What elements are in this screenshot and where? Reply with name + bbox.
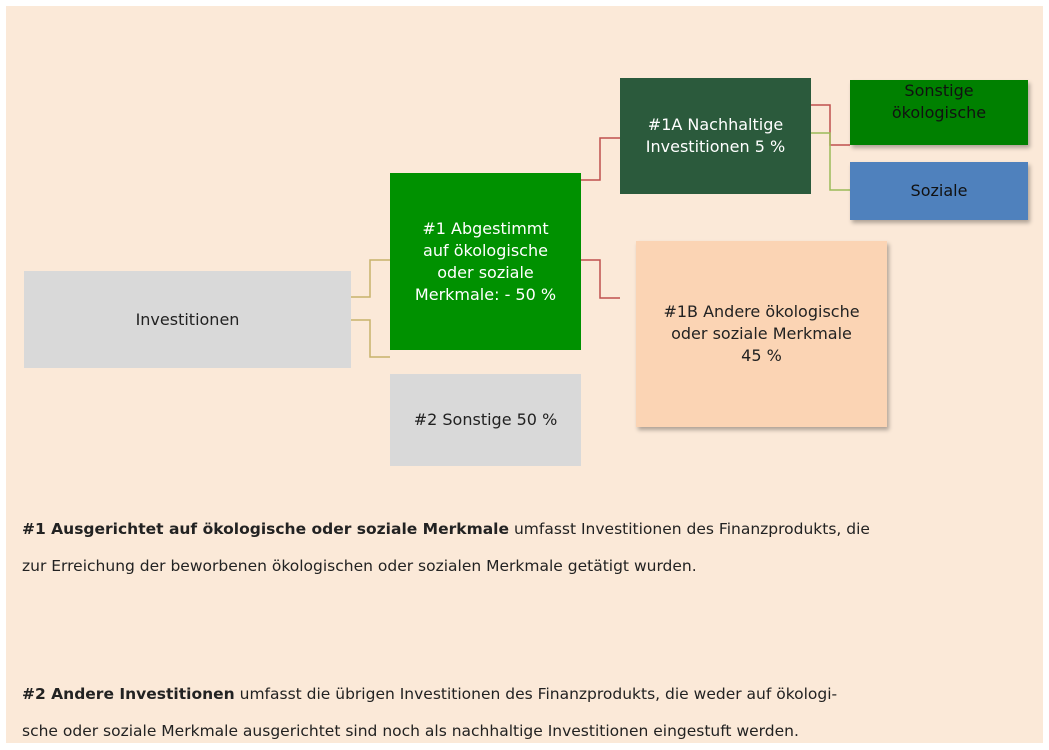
connector xyxy=(581,137,620,181)
paragraph-text: sche oder soziale Merkmale ausgerichtet … xyxy=(22,722,799,740)
paragraph-bold: #2 Andere Investitionen xyxy=(22,685,235,703)
node-soziale: Soziale xyxy=(850,162,1028,220)
connector xyxy=(351,319,390,358)
node-label: #1A Nachhaltige xyxy=(647,115,784,134)
paragraph: #1 Ausgerichtet auf ökologische oder soz… xyxy=(22,511,1032,585)
paragraph-line: #1 Ausgerichtet auf ökologische oder soz… xyxy=(22,511,1032,548)
connector xyxy=(581,259,620,299)
node-oekologisch: Sonstige ökologische xyxy=(850,80,1028,145)
connector xyxy=(811,104,850,146)
connector xyxy=(811,132,850,191)
node-andere: #1B Andere ökologische oder soziale Merkm… xyxy=(636,241,887,427)
node-abgestimmt: #1 Abgestimmt auf ökologische oder soziale… xyxy=(390,173,581,350)
node-label: Investitionen xyxy=(135,309,240,329)
paragraph-bold: #1 Ausgerichtet auf ökologische oder soz… xyxy=(22,520,510,538)
node-label: #2 Sonstige 50 % xyxy=(413,410,558,429)
paragraph-line: zur Erreichung der beworbenen ökologisch… xyxy=(22,548,1032,585)
diagram: Investitionen #1 Abgestimmt auf ökologisch… xyxy=(6,6,1043,743)
node-label: Soziale xyxy=(910,181,968,200)
node-label: oder soziale xyxy=(437,262,534,282)
node-label: #1 Abgestimmt xyxy=(422,218,549,238)
paragraph-line: sche oder soziale Merkmale ausgerichtet … xyxy=(22,713,1032,750)
node-investitionen: Investitionen xyxy=(24,271,351,368)
node-nachhaltige: #1A Nachhaltige Investitionen 5 % xyxy=(620,78,811,194)
connector xyxy=(351,259,390,298)
node-label: Sonstige xyxy=(904,81,974,100)
node-label: ökologische xyxy=(891,103,987,122)
node-label: oder soziale Merkmale xyxy=(671,324,852,343)
node-sonstige: #2 Sonstige 50 % xyxy=(390,374,581,466)
paragraph-text: umfasst Investitionen des Finanzprodukts… xyxy=(513,520,870,538)
node-label: Investitionen 5 % xyxy=(645,137,786,156)
connectors xyxy=(351,104,850,358)
node-label: Merkmale: - 50 % xyxy=(414,284,557,304)
node-label: auf ökologische xyxy=(423,240,548,260)
paragraph-text: umfasst die übrigen Investitionen des Fi… xyxy=(239,685,838,703)
paragraph: #2 Andere Investitionen umfasst die übri… xyxy=(22,676,1032,750)
node-label: #1B Andere ökologische xyxy=(663,302,860,321)
paragraph-line: #2 Andere Investitionen umfasst die übri… xyxy=(22,676,1032,713)
node-label: 45 % xyxy=(741,346,782,365)
paragraph-text: zur Erreichung der beworbenen ökologisch… xyxy=(22,557,697,575)
